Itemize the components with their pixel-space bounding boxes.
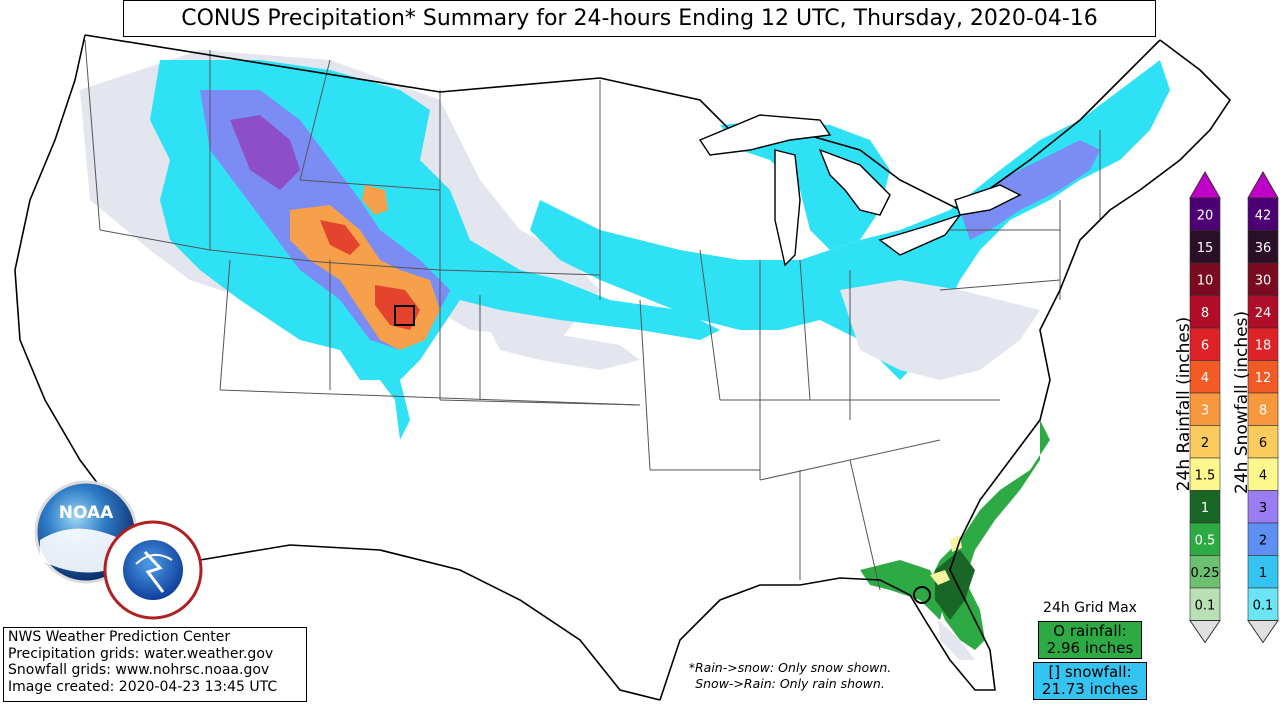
snowfall-colorbar-tick: 4 [1259, 468, 1267, 483]
rainfall-colorbar-bottom-arrow [1189, 620, 1221, 644]
rainfall-colorbar-tick: 8 [1201, 306, 1209, 321]
snowfall-colorbar-cell [1247, 457, 1279, 491]
snowfall-colorbar-tick: 6 [1259, 436, 1267, 451]
rainfall-colorbar-tick: 1 [1201, 501, 1209, 516]
great-lakes [698, 114, 1022, 267]
snowfall-colorbar-tick: 0.1 [1253, 598, 1274, 613]
rainfall-colorbar-cell [1189, 295, 1221, 329]
snowfall-colorbar-tick: 18 [1255, 338, 1272, 353]
rainfall-colorbar-tick: 6 [1201, 338, 1209, 353]
snowfall-colorbar-cell [1247, 262, 1279, 296]
credits-line-snow: Snowfall grids: www.nohrsc.noaa.gov [8, 662, 270, 678]
grid-max-rainfall-label: O rainfall: [1053, 622, 1127, 640]
rainfall-colorbar-tick: 1.5 [1195, 468, 1216, 483]
rainfall-colorbar-cell [1189, 230, 1221, 264]
rainfall-colorbar-tick: 15 [1197, 241, 1214, 256]
snowfall-colorbar-tick: 12 [1255, 371, 1272, 386]
snowfall-colorbar-cell [1247, 230, 1279, 264]
note-line-2: Snow->Rain: Only rain shown. [695, 676, 885, 691]
state-boundaries [84, 39, 1101, 591]
snowfall-swaths [80, 50, 1170, 440]
snowfall-colorbar-cell [1247, 522, 1279, 556]
snowfall-colorbar-tick: 36 [1255, 241, 1272, 256]
rainfall-colorbar-cell [1189, 392, 1221, 426]
snowfall-colorbar-label: 24h Snowfall (inches) [1232, 310, 1252, 494]
snowfall-colorbar-top-arrow [1247, 170, 1279, 199]
rainfall-colorbar-cell [1189, 327, 1221, 361]
snowfall-colorbar: 42 36 30 24 18 12 8 6 4 3 2 1 0.1 [1247, 170, 1279, 644]
snowfall-colorbar-tick: 3 [1259, 501, 1267, 516]
snowfall-colorbar-cell [1247, 360, 1279, 394]
rainfall-colorbar-cell [1189, 262, 1221, 296]
max-rainfall-marker [913, 586, 931, 604]
rainfall-colorbar-tick: 10 [1197, 273, 1214, 288]
rainfall-colorbar-cell [1189, 425, 1221, 459]
rainfall-colorbar-cell [1189, 587, 1221, 621]
snowfall-colorbar-tick: 8 [1259, 403, 1267, 418]
snowfall-colorbar-cell [1247, 555, 1279, 589]
max-snowfall-marker [394, 305, 415, 326]
rain-snow-note: *Rain->snow: Only snow shown. Snow->Rain… [660, 660, 920, 692]
snowfall-colorbar-cell [1247, 295, 1279, 329]
note-line-1: *Rain->snow: Only snow shown. [688, 660, 892, 675]
rainfall-colorbar-tick: 20 [1197, 208, 1214, 223]
grid-max-header: 24h Grid Max [1043, 600, 1137, 616]
snowfall-colorbar-tick: 2 [1259, 533, 1267, 548]
snowfall-colorbar-tick: 30 [1255, 273, 1272, 288]
grid-max-snowfall-label: [] snowfall: [1048, 663, 1132, 681]
grid-max-rainfall-value: 2.96 inches [1046, 639, 1134, 657]
snowfall-colorbar-tick: 42 [1255, 208, 1272, 223]
rainfall-colorbar-top-arrow [1189, 170, 1221, 199]
rainfall-colorbar-cell [1189, 197, 1221, 231]
snowfall-colorbar-tick: 24 [1255, 306, 1272, 321]
rainfall-colorbar-label: 24h Rainfall (inches) [1174, 316, 1194, 492]
rainfall-colorbar-tick: 4 [1201, 371, 1209, 386]
credits-line-wpc: NWS Weather Prediction Center [8, 629, 231, 645]
nws-logo [103, 520, 203, 620]
rainfall-swaths [860, 420, 1050, 660]
rainfall-colorbar-tick: 0.1 [1195, 598, 1216, 613]
credits-line-created: Image created: 2020-04-23 13:45 UTC [8, 678, 278, 695]
rainfall-colorbar-cell [1189, 490, 1221, 524]
snowfall-colorbar-cell [1247, 197, 1279, 231]
rainfall-colorbar-tick: 0.25 [1191, 566, 1220, 581]
rainfall-colorbar-tick: 0.5 [1195, 533, 1216, 548]
snowfall-colorbar-cell [1247, 490, 1279, 524]
snowfall-colorbar-cell [1247, 392, 1279, 426]
grid-max-snowfall-box: [] snowfall: 21.73 inches [1033, 662, 1147, 700]
rainfall-colorbar: 20 15 10 8 6 4 3 2 1.5 1 0.5 0.25 0.1 [1189, 170, 1221, 644]
rainfall-colorbar-tick: 3 [1201, 403, 1209, 418]
credits-box: NWS Weather Prediction Center Precipitat… [3, 627, 307, 702]
grid-max-snowfall-value: 21.73 inches [1041, 680, 1139, 698]
map-title: CONUS Precipitation* Summary for 24-hour… [123, 0, 1156, 37]
grid-max-rainfall-box: O rainfall: 2.96 inches [1038, 621, 1142, 659]
snowfall-colorbar-tick: 1 [1259, 566, 1267, 581]
noaa-logo-text: NOAA [59, 503, 114, 523]
rainfall-colorbar-cell [1189, 522, 1221, 556]
rainfall-colorbar-tick: 2 [1201, 436, 1209, 451]
snowfall-colorbar-bottom-arrow [1247, 620, 1279, 644]
grid-max-panel: 24h Grid Max O rainfall: 2.96 inches [] … [1020, 600, 1160, 700]
credits-line-precip: Precipitation grids: water.weather.gov [8, 645, 274, 662]
